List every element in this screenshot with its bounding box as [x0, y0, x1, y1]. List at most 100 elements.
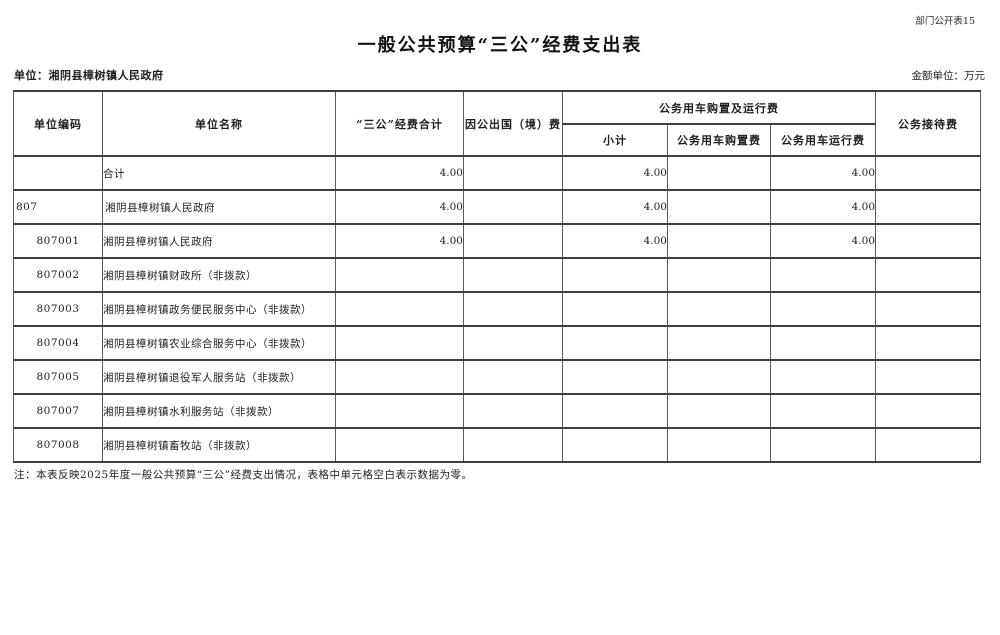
cell-unit-code: 807004: [13, 325, 103, 361]
cell-abroad-fee: [463, 189, 563, 225]
cell-abroad-fee: [463, 291, 563, 327]
table-row: 807001 湘阴县樟树镇人民政府 4.00 4.00 4.00: [13, 223, 982, 259]
cell-vehicle-subtotal: 4.00: [562, 155, 668, 191]
cell-vehicle-operation-fee: 4.00: [769, 223, 877, 259]
cell-three-public-total: 4.00: [335, 189, 464, 225]
cell-unit-name: 湘阴县樟树镇农业综合服务中心（非拨款）: [102, 325, 336, 361]
cell-unit-code: 807002: [13, 257, 103, 293]
cell-vehicle-subtotal: 4.00: [562, 189, 668, 225]
cell-vehicle-purchase-fee: [667, 257, 771, 293]
col-header-reception-fee: 公务接待费: [875, 90, 982, 157]
cell-vehicle-purchase-fee: [667, 325, 771, 361]
cell-vehicle-operation-fee: [769, 257, 877, 293]
col-header-abroad-fee: 因公出国（境）费: [463, 90, 563, 157]
cell-vehicle-purchase-fee: [667, 189, 771, 225]
cell-reception-fee: [875, 427, 982, 463]
page-title: 一般公共预算“三公”经费支出表: [357, 35, 643, 56]
cell-three-public-total: [335, 291, 464, 327]
cell-unit-code: 807005: [13, 359, 103, 395]
cell-vehicle-purchase-fee: [667, 359, 771, 395]
cell-reception-fee: [875, 325, 982, 361]
three-public-expense-table: 单位编码 单位名称 “三公”经费合计 因公出国（境）费 公务用车购置及运行费 公…: [13, 90, 982, 463]
col-header-vehicle-operation-fee: 公务用车运行费: [769, 123, 877, 157]
cell-abroad-fee: [463, 359, 563, 395]
cell-vehicle-purchase-fee: [667, 393, 771, 429]
cell-unit-code: 807001: [13, 223, 103, 259]
cell-vehicle-subtotal: [562, 427, 668, 463]
cell-unit-code: 807008: [13, 427, 103, 463]
cell-vehicle-operation-fee: 4.00: [769, 155, 877, 191]
cell-abroad-fee: [463, 223, 563, 259]
cell-unit-name: 湘阴县樟树镇政务便民服务中心（非拨款）: [102, 291, 336, 327]
cell-three-public-total: [335, 325, 464, 361]
cell-three-public-total: 4.00: [335, 223, 464, 259]
cell-unit-name: 湘阴县樟树镇财政所（非拨款）: [102, 257, 336, 293]
cell-unit-name: 湘阴县樟树镇人民政府: [102, 189, 336, 225]
cell-unit-code: 807007: [13, 393, 103, 429]
header-row-sub: 小计 公务用车购置费 公务用车运行费: [14, 123, 981, 157]
cell-abroad-fee: [463, 325, 563, 361]
cell-unit-code: [13, 155, 103, 191]
table-row: 807 湘阴县樟树镇人民政府 4.00 4.00 4.00: [13, 189, 982, 225]
col-header-unit-code: 单位编码: [13, 90, 103, 157]
cell-vehicle-operation-fee: 4.00: [769, 189, 877, 225]
cell-abroad-fee: [463, 393, 563, 429]
cell-vehicle-purchase-fee: [667, 291, 771, 327]
cell-reception-fee: [875, 189, 982, 225]
cell-three-public-total: 4.00: [335, 155, 464, 191]
header-row-group: 单位编码 单位名称 “三公”经费合计 因公出国（境）费 公务用车购置及运行费 公…: [13, 90, 982, 157]
table-row: 807008 湘阴县樟树镇畜牧站（非拨款）: [13, 427, 982, 463]
cell-unit-name: 湘阴县樟树镇人民政府: [102, 223, 336, 259]
cell-unit-name: 湘阴县樟树镇水利服务站（非拨款）: [102, 393, 336, 429]
cell-vehicle-purchase-fee: [667, 223, 771, 259]
cell-vehicle-subtotal: [562, 291, 668, 327]
col-header-vehicle-purchase-fee: 公务用车购置费: [667, 123, 771, 157]
cell-reception-fee: [875, 291, 982, 327]
cell-vehicle-subtotal: [562, 359, 668, 395]
col-header-vehicle-subtotal: 小计: [562, 123, 668, 157]
col-header-vehicle-group: 公务用车购置及运行费: [561, 90, 877, 125]
table-row: 807007 湘阴县樟树镇水利服务站（非拨款）: [13, 393, 982, 429]
cell-reception-fee: [875, 223, 982, 259]
cell-vehicle-subtotal: [562, 325, 668, 361]
cell-reception-fee: [875, 393, 982, 429]
corner-label: 部门公开表15: [915, 16, 975, 27]
cell-reception-fee: [875, 257, 982, 293]
cell-abroad-fee: [463, 257, 563, 293]
table-row: 807003 湘阴县樟树镇政务便民服务中心（非拨款）: [13, 291, 982, 327]
cell-reception-fee: [875, 359, 982, 395]
unit-label: 单位：湘阴县樟树镇人民政府: [14, 69, 164, 82]
cell-three-public-total: [335, 427, 464, 463]
table-body: 合计 4.00 4.00 4.00 807 湘阴县樟树镇人民政府 4.00 4.…: [13, 155, 982, 463]
cell-vehicle-operation-fee: [769, 291, 877, 327]
table-row-total: 合计 4.00 4.00 4.00: [13, 155, 982, 191]
cell-vehicle-operation-fee: [769, 325, 877, 361]
cell-unit-code: 807: [13, 189, 103, 225]
cell-vehicle-purchase-fee: [667, 427, 771, 463]
cell-vehicle-operation-fee: [769, 359, 877, 395]
table-footnote: 注：本表反映2025年度一般公共预算“三公”经费支出情况，表格中单元格空白表示数…: [14, 469, 473, 481]
cell-vehicle-subtotal: [562, 257, 668, 293]
table-row: 807002 湘阴县樟树镇财政所（非拨款）: [13, 257, 982, 293]
cell-unit-name: 湘阴县樟树镇退役军人服务站（非拨款）: [102, 359, 336, 395]
cell-vehicle-purchase-fee: [667, 155, 771, 191]
table-header: 单位编码 单位名称 “三公”经费合计 因公出国（境）费 公务用车购置及运行费 公…: [13, 90, 982, 157]
cell-three-public-total: [335, 257, 464, 293]
cell-reception-fee: [875, 155, 982, 191]
cell-three-public-total: [335, 359, 464, 395]
cell-unit-name: 合计: [102, 155, 336, 191]
cell-abroad-fee: [463, 155, 563, 191]
table-row: 807004 湘阴县樟树镇农业综合服务中心（非拨款）: [13, 325, 982, 361]
col-header-unit-name: 单位名称: [102, 90, 336, 157]
cell-three-public-total: [335, 393, 464, 429]
cell-abroad-fee: [463, 427, 563, 463]
cell-unit-name: 湘阴县樟树镇畜牧站（非拨款）: [102, 427, 336, 463]
cell-vehicle-subtotal: 4.00: [562, 223, 668, 259]
table-row: 807005 湘阴县樟树镇退役军人服务站（非拨款）: [13, 359, 982, 395]
cell-unit-code: 807003: [13, 291, 103, 327]
amount-unit-label: 金额单位：万元: [911, 70, 986, 82]
cell-vehicle-operation-fee: [769, 393, 877, 429]
cell-vehicle-operation-fee: [769, 427, 877, 463]
col-header-three-public-total: “三公”经费合计: [335, 90, 464, 157]
